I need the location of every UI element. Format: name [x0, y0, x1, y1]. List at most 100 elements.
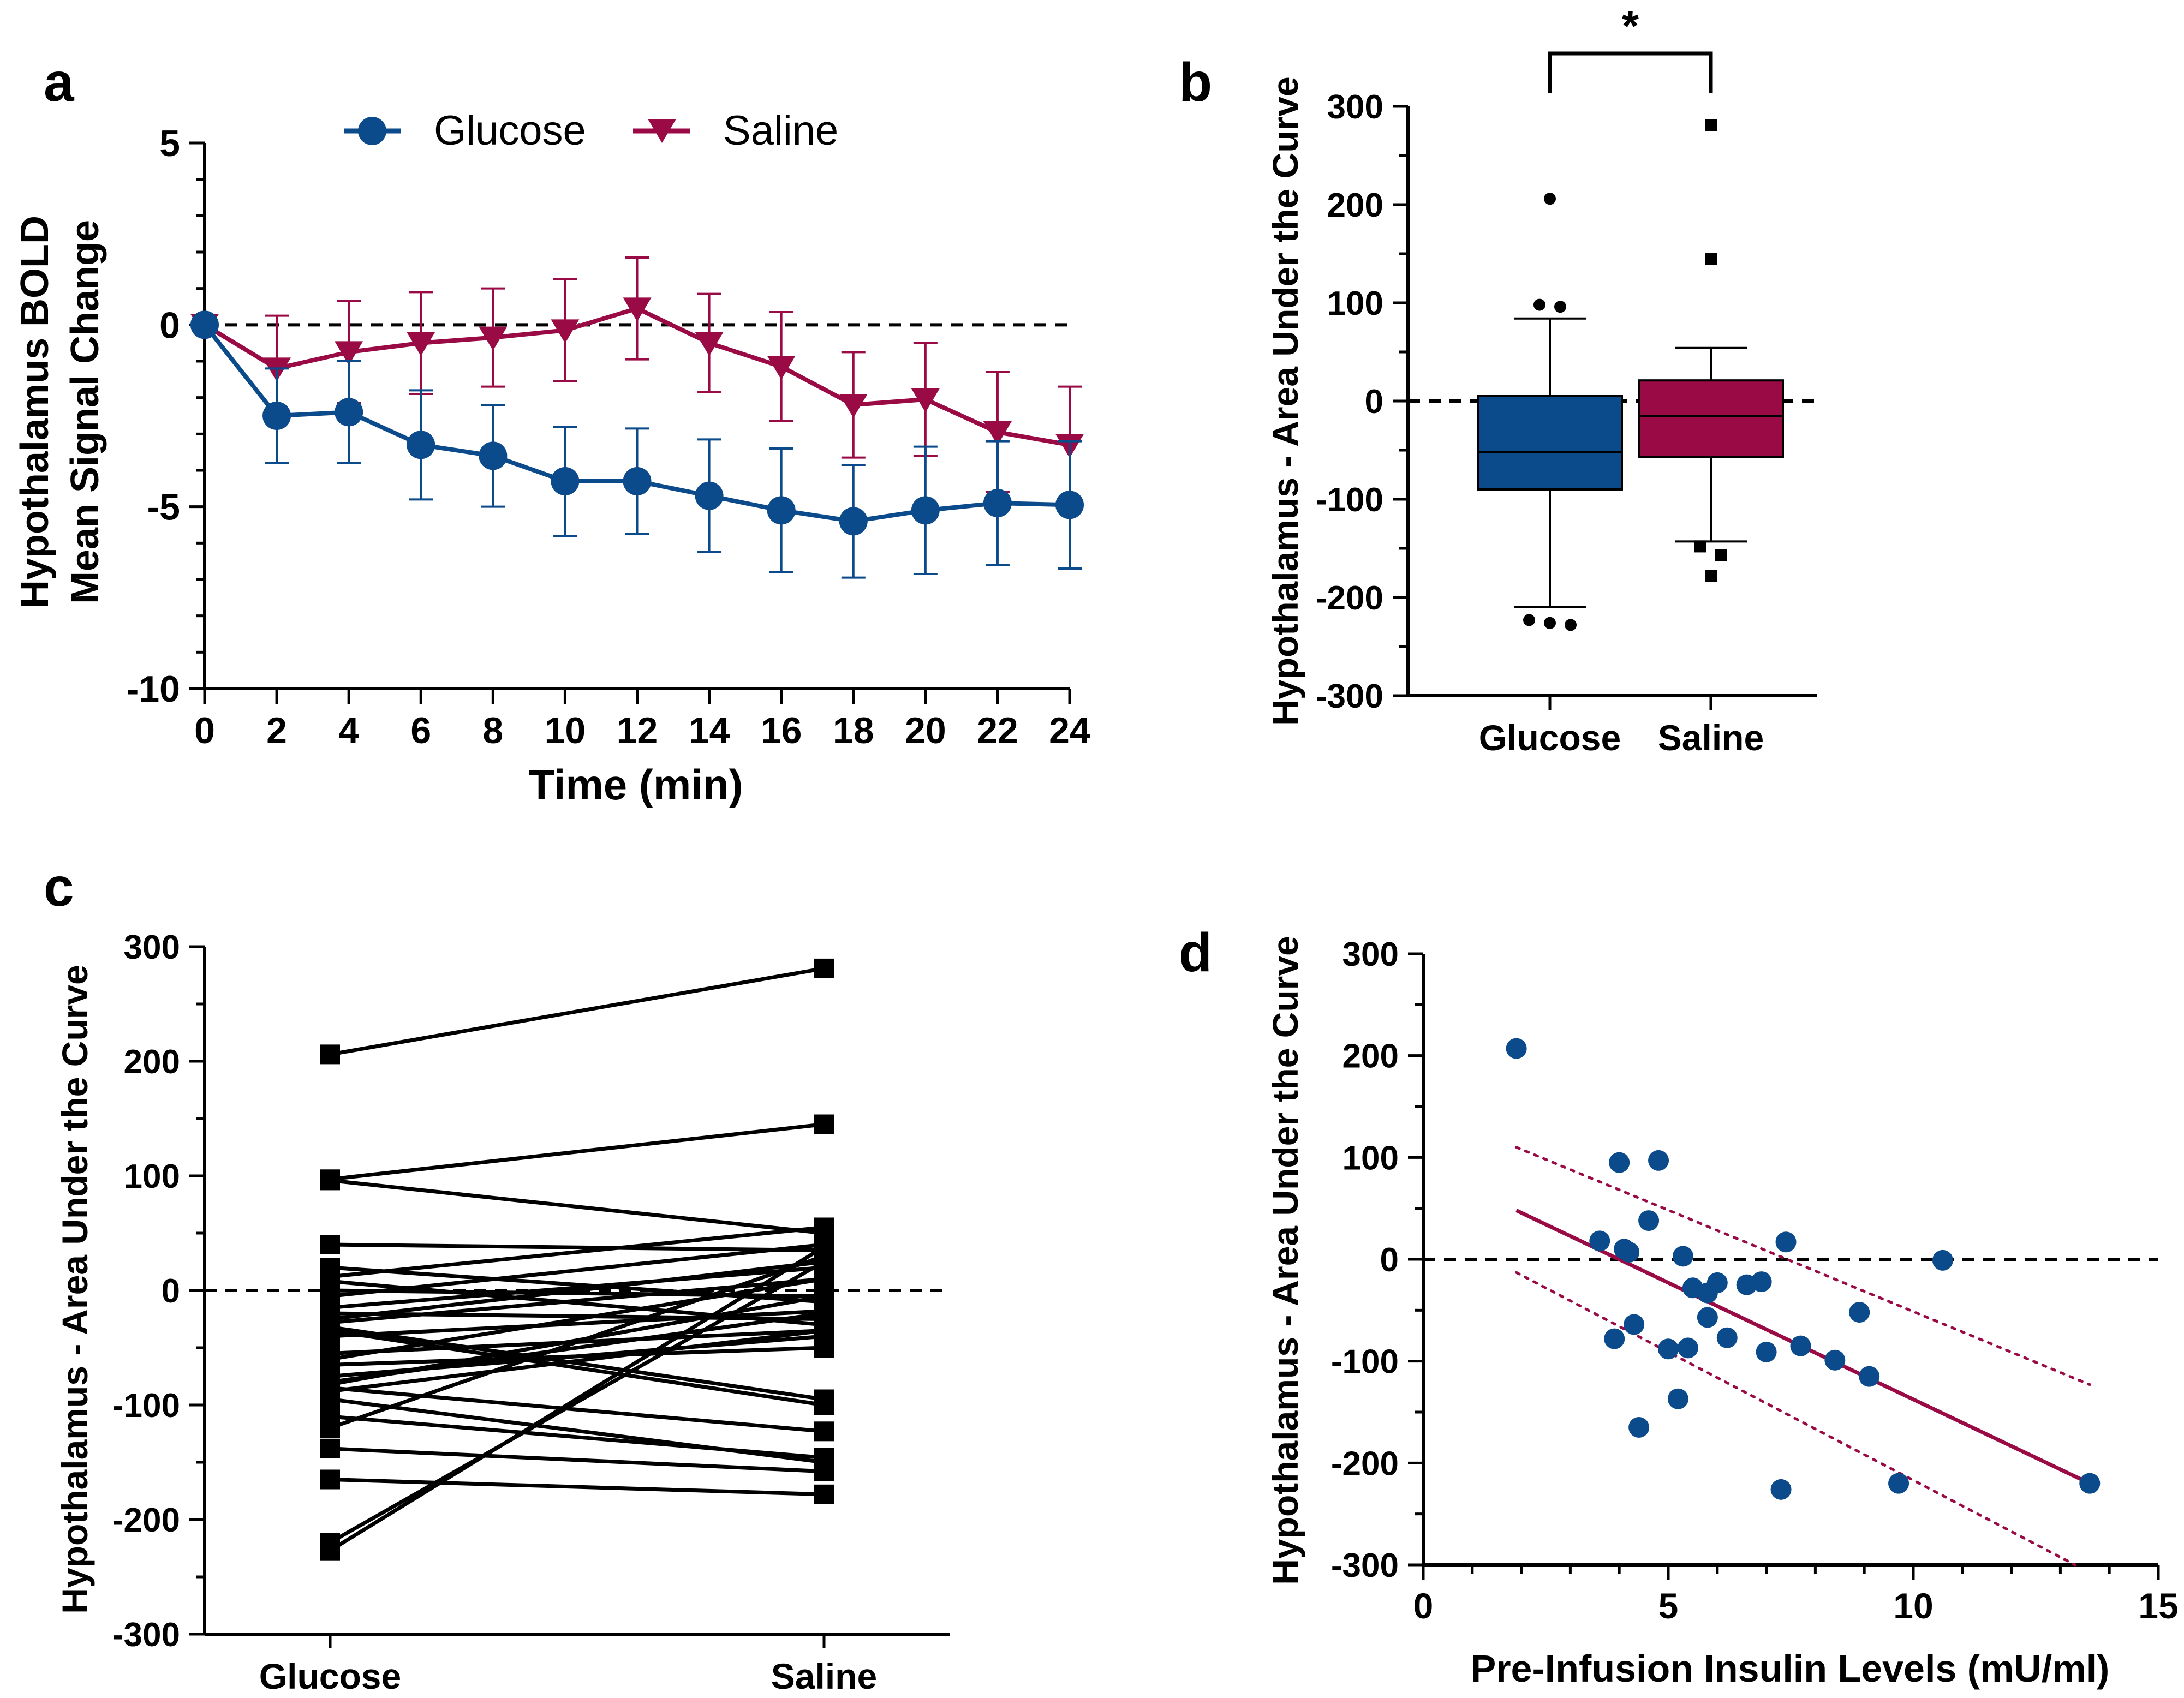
panel-c-saline-point — [814, 1217, 834, 1237]
panel-d-point — [1775, 1231, 1797, 1253]
panel-a-ylabel-line2: Mean Signal Change — [63, 220, 107, 604]
panel-c-pair-line — [329, 1254, 825, 1430]
panel-d-y-tick-label: 300 — [1342, 936, 1399, 973]
panel-a-x-tick-label: 14 — [689, 710, 730, 751]
panel-a-saline-point — [911, 388, 940, 412]
panel-c-pair-line — [330, 1277, 825, 1361]
panel-c-glucose-point — [320, 1389, 340, 1409]
panel-c-glucose-point — [320, 1235, 340, 1254]
panel-d-plot: 300 200 100 0 -100 -200 -300 0 5 10 15 — [1331, 936, 2179, 1626]
panel-d-y-tick-label: -200 — [1331, 1445, 1399, 1482]
panel-c-pair-line — [330, 1260, 825, 1321]
panel-b-y-tick-label: -100 — [1316, 481, 1383, 519]
panel-d-y-tick-label: 0 — [1380, 1241, 1399, 1279]
panel-b-saline-outlier — [1705, 253, 1717, 265]
legend-glucose-marker — [358, 117, 386, 145]
panel-a-glucose-point — [839, 507, 868, 536]
panel-d-ci-lower — [1515, 1271, 2076, 1567]
panel-d-x-tick-label: 10 — [1893, 1586, 1933, 1626]
panel-a-x-tick-label: 18 — [833, 710, 874, 751]
panel-a-saline-point — [623, 297, 652, 322]
panel-b-plot: 300 200 100 0 -100 -200 -300 Glucose Saline * — [1316, 2, 1817, 758]
panel-d: d Hypothalamus - Area Under the Curve Pr… — [1179, 922, 2179, 1690]
panel-d-point — [1628, 1417, 1650, 1438]
panel-c-y-tick-label: -200 — [112, 1502, 180, 1539]
panel-c: c Hypothalamus - Area Under the Curve 30… — [44, 857, 950, 1696]
panel-a-x-tick-label: 12 — [617, 710, 658, 751]
panel-c-pair-line — [330, 1178, 825, 1235]
panel-b-glucose-outlier — [1523, 614, 1535, 626]
panel-b-glucose-outlier — [1565, 619, 1577, 631]
panel-a-x-tick-label: 8 — [482, 710, 503, 751]
panel-b-glucose-box — [1477, 395, 1623, 491]
panel-c-saline-point — [814, 1304, 834, 1323]
panel-c-y-tick-label: 200 — [124, 1043, 180, 1081]
panel-a: a Hypothalamus BOLD Mean Signal Change T… — [13, 52, 1090, 809]
panel-c-pair-line — [330, 966, 825, 1056]
panel-a-saline-point — [407, 332, 435, 356]
panel-a-legend: Glucose Saline — [344, 107, 838, 154]
panel-b-significance-star: * — [1622, 2, 1639, 50]
panel-b-glucose-outlier — [1544, 617, 1556, 629]
panel-c-pair-line — [330, 1265, 825, 1310]
panel-d-y-tick-label: -300 — [1331, 1547, 1399, 1585]
panel-c-pair-line — [330, 1329, 825, 1394]
panel-c-y-tick-label: 300 — [124, 929, 180, 966]
panel-d-point — [2079, 1473, 2101, 1494]
panel-c-saline-point — [814, 1269, 834, 1289]
panel-c-pair-line — [330, 1122, 825, 1181]
panel-a-xlabel: Time (min) — [529, 761, 743, 809]
panel-d-point — [1677, 1337, 1698, 1359]
panel-d-point — [1756, 1341, 1777, 1362]
panel-b-y-tick-label: -300 — [1316, 678, 1383, 715]
panel-a-saline-point — [767, 356, 796, 380]
panel-a-x-tick-label: 2 — [266, 710, 287, 751]
panel-b-glucose-outlier — [1533, 298, 1545, 311]
legend-saline-marker — [648, 119, 676, 143]
panel-c-plot: 300 200 100 0 -100 -200 -300 Glucose Saline — [112, 929, 950, 1696]
panel-d-point — [1770, 1479, 1792, 1500]
panel-a-x-tick-label: 24 — [1049, 710, 1090, 751]
panel-c-pair-line — [330, 1225, 825, 1279]
panel-d-point — [1672, 1246, 1693, 1267]
panel-d-point — [1667, 1388, 1688, 1409]
panel-b-ylabel: Hypothalamus - Area Under the Curve — [1265, 76, 1305, 725]
panel-a-saline-point — [479, 326, 508, 351]
panel-d-y-tick-label: -100 — [1331, 1343, 1399, 1381]
panel-d-xlabel: Pre-Infusion Insulin Levels (mU/ml) — [1471, 1647, 2110, 1690]
panel-b-saline-outlier — [1705, 570, 1717, 582]
panel-a-y-tick-label: -10 — [127, 668, 180, 710]
panel-a-glucose-point — [911, 496, 940, 525]
panel-d-point — [1624, 1314, 1645, 1335]
panel-label-a: a — [44, 52, 75, 113]
panel-a-x-tick-label: 10 — [545, 710, 586, 751]
panel-c-glucose-point — [320, 1418, 340, 1438]
panel-b-saline-outlier — [1715, 549, 1727, 561]
panel-c-pair-line — [330, 1242, 825, 1298]
panel-c-x-tick-label: Glucose — [259, 1656, 401, 1696]
panel-d-point — [1638, 1210, 1660, 1231]
panel-b-y-tick-label: 300 — [1327, 88, 1383, 126]
panel-a-y-tick-label: 0 — [159, 304, 180, 346]
panel-d-ylabel: Hypothalamus - Area Under the Curve — [1265, 936, 1305, 1585]
panel-d-point — [1751, 1271, 1772, 1293]
panel-b: b Hypothalamus - Area Under the Curve 30… — [1179, 2, 1817, 758]
panel-c-pair-line — [330, 1386, 825, 1433]
panel-c-y-tick-label: -300 — [112, 1616, 180, 1654]
panel-b-glucose-outlier — [1544, 193, 1556, 205]
panel-a-saline-point — [551, 319, 580, 344]
panel-a-x-tick-label: 16 — [761, 710, 802, 751]
panel-a-ylabel-line1: Hypothalamus BOLD — [13, 216, 57, 608]
panel-c-pair-line — [330, 1478, 825, 1497]
panel-c-saline-point — [814, 1320, 834, 1341]
panel-a-saline-point — [335, 341, 363, 366]
panel-c-pair-line — [330, 1288, 825, 1298]
panel-d-y-tick-label: 200 — [1342, 1038, 1399, 1075]
panel-b-x-tick-label: Glucose — [1479, 718, 1621, 758]
panel-b-significance-bracket — [1548, 51, 1713, 93]
panel-c-glucose-point — [320, 1540, 340, 1561]
panel-c-saline-point — [814, 1461, 834, 1481]
panel-c-saline-point — [814, 1421, 834, 1442]
panel-c-glucose-point — [320, 1044, 340, 1065]
